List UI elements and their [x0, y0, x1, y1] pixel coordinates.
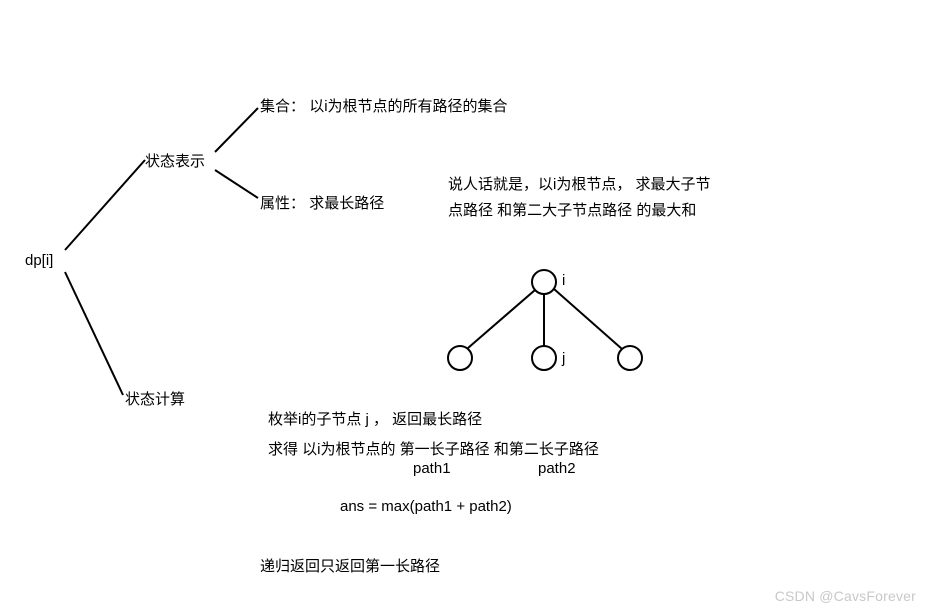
branch-state-calc-label: 状态计算	[125, 388, 185, 409]
line-repr-attr	[215, 170, 258, 198]
calc-line1: 枚举i的子节点 j ， 返回最长路径	[268, 408, 482, 429]
attr-explain-line1: 说人话就是，以i为根节点， 求最大子节	[448, 172, 758, 198]
sub-attr-row: 属性： 求最长路径	[260, 192, 384, 213]
sub-set-row: 集合： 以i为根节点的所有路径的集合	[260, 95, 508, 116]
attr-explain: 说人话就是，以i为根节点， 求最大子节 点路径 和第二大子节点路径 的最大和	[448, 172, 758, 223]
line-root-repr	[65, 160, 145, 250]
attr-explain-line2: 点路径 和第二大子节点路径 的最大和	[448, 198, 758, 224]
root-label: dp[i]	[25, 252, 53, 269]
line-root-calc	[65, 272, 123, 395]
sub-set-text: 以i为根节点的所有路径的集合	[309, 98, 507, 115]
path2-label: path2	[538, 460, 576, 477]
tree-node-i-label: i	[562, 272, 565, 289]
tree-node-c3	[618, 346, 642, 370]
tree-node-c1	[448, 346, 472, 370]
path1-label: path1	[413, 460, 451, 477]
diagram-svg	[0, 0, 928, 612]
tree-node-j-label: j	[562, 350, 565, 367]
tree-edge-i-c3	[554, 289, 622, 349]
tree-edge-i-c1	[468, 290, 535, 348]
tree-node-i	[532, 270, 556, 294]
tree-node-c2	[532, 346, 556, 370]
line-repr-set	[215, 108, 258, 152]
calc-line2: 求得 以i为根节点的 第一长子路径 和第二长子路径	[268, 438, 599, 459]
sub-attr-text: 求最长路径	[309, 195, 384, 212]
sub-attr-prefix: 属性：	[260, 195, 305, 212]
sub-set-prefix: 集合：	[260, 98, 305, 115]
formula: ans = max(path1 + path2)	[340, 498, 512, 515]
watermark: CSDN @CavsForever	[775, 588, 916, 604]
branch-state-repr-label: 状态表示	[145, 150, 205, 171]
return-note: 递归返回只返回第一长路径	[260, 555, 440, 576]
